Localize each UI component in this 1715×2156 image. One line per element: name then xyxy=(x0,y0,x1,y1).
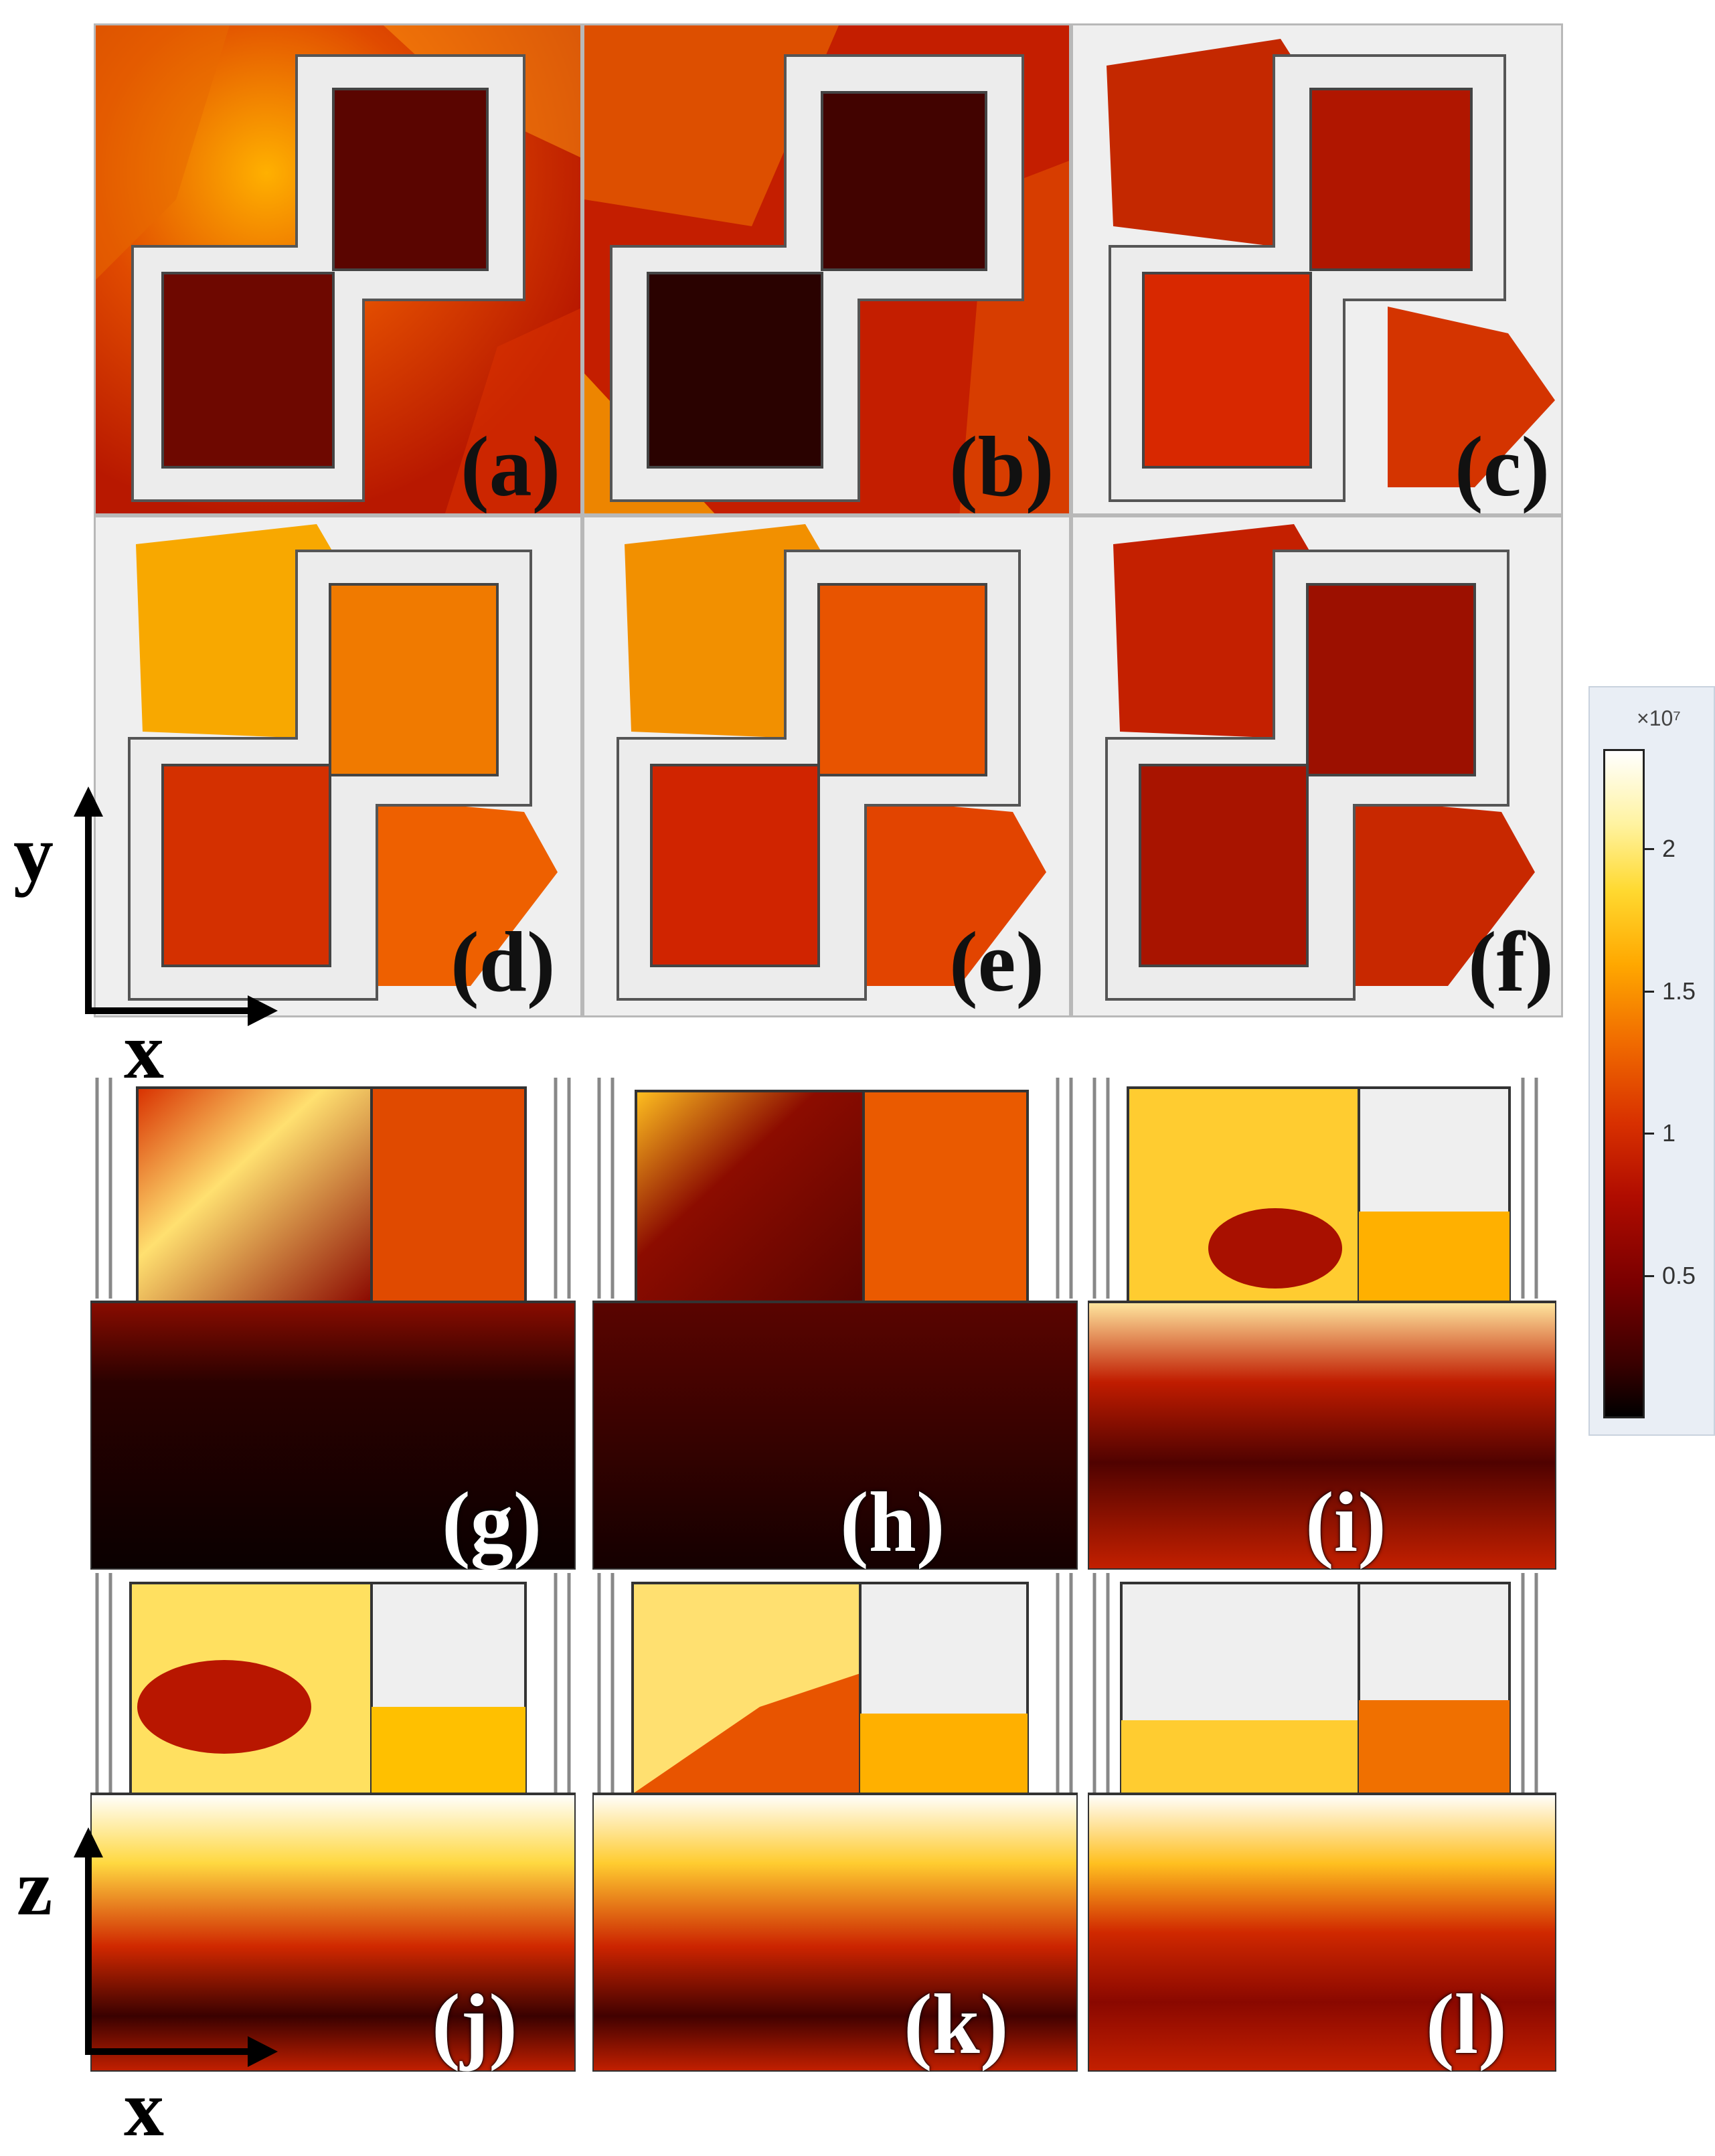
panel-k: (k) xyxy=(592,1573,1078,2072)
colorbar-tick-mark xyxy=(1645,1133,1654,1135)
panel-e-label: (e) xyxy=(949,914,1045,1009)
panel-l: (l) xyxy=(1088,1573,1556,2072)
panel-k-label: (k) xyxy=(904,1977,1009,2072)
panel-h-label: (h) xyxy=(840,1475,945,1570)
panel-j-label: (j) xyxy=(432,1977,517,2072)
panel-l-label: (l) xyxy=(1426,1977,1507,2072)
panel-a-label: (a) xyxy=(461,419,561,514)
panel-e: (e) xyxy=(582,515,1071,1017)
colorbar-tick-label: 1 xyxy=(1662,1119,1676,1147)
xz-axis-arrows xyxy=(74,1827,278,2067)
colorbar-tick-mark xyxy=(1645,1275,1654,1278)
panel-f: (f) xyxy=(1071,515,1563,1017)
axis-label-y: y xyxy=(13,809,54,898)
axis-label-z: z xyxy=(17,1843,53,1932)
panel-d-label: (d) xyxy=(451,914,556,1009)
panel-h: (h) xyxy=(592,1078,1078,1570)
panel-i-label: (i) xyxy=(1305,1475,1386,1570)
panel-i: (i) xyxy=(1088,1078,1556,1570)
colorbar-tick-label: 1.5 xyxy=(1662,977,1696,1005)
axis-label-x-top: x xyxy=(124,1006,164,1095)
colorbar-tick-label: 2 xyxy=(1662,834,1676,862)
colorbar-tick-label: 0.5 xyxy=(1662,1262,1696,1290)
colorbar-exponent: ×10⁷ xyxy=(1637,706,1681,730)
panel-g-label: (g) xyxy=(442,1475,542,1570)
panel-b: (b) xyxy=(582,23,1071,515)
colorbar-gradient xyxy=(1603,749,1645,1418)
xy-axis-arrows xyxy=(74,786,278,1026)
panel-a: (a) xyxy=(94,23,582,515)
axis-label-x-bottom: x xyxy=(124,2064,164,2153)
panel-b-label: (b) xyxy=(949,419,1054,514)
panel-g: (g) xyxy=(90,1078,576,1570)
colorbar-tick-mark xyxy=(1645,990,1654,993)
panel-d: (d) xyxy=(94,515,582,1017)
colorbar-tick-mark xyxy=(1645,847,1654,850)
panel-c-label: (c) xyxy=(1455,419,1550,514)
colorbar: ×10⁷ 2 1.5 1 0.5 xyxy=(1588,686,1715,1436)
panel-c: (c) xyxy=(1071,23,1563,515)
panel-j: (j) xyxy=(90,1573,576,2072)
panel-f-label: (f) xyxy=(1468,914,1554,1009)
